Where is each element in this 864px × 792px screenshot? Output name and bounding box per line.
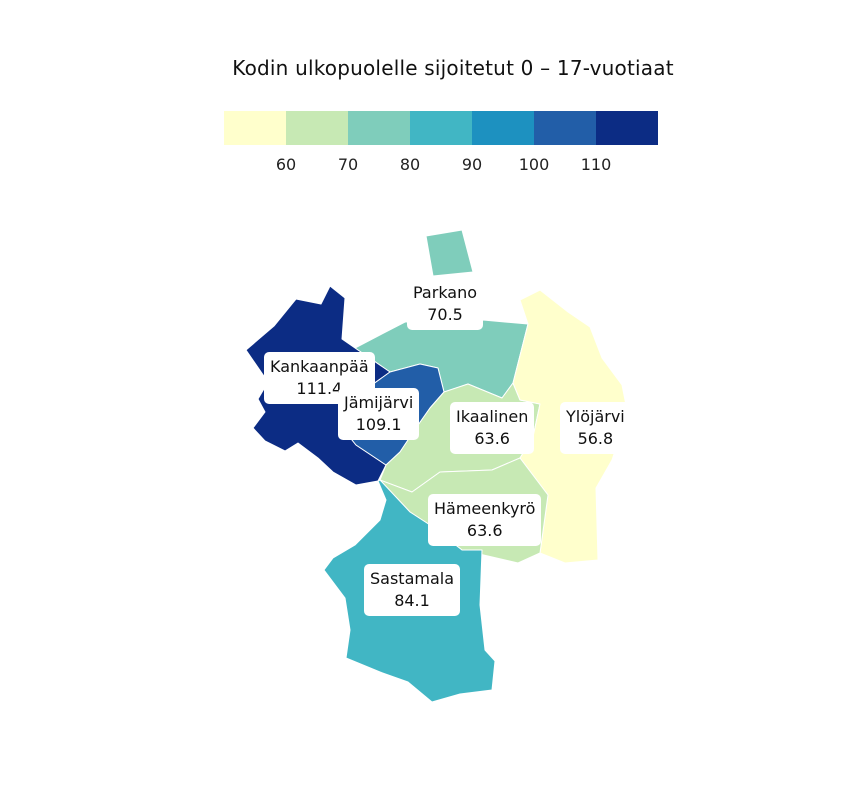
region-value-parkano: 70.5 <box>427 305 463 324</box>
region-name-jamijarvi: Jämijärvi <box>344 393 414 412</box>
region-name-hameenkyro: Hämeenkyrö <box>434 499 536 518</box>
region-name-sastamala: Sastamala <box>370 569 455 588</box>
map-title: Kodin ulkopuolelle sijoitetut 0 – 17-vuo… <box>232 56 674 80</box>
legend-swatch-6 <box>596 111 658 145</box>
region-label-jamijarvi: Jämijärvi 109.1 <box>338 388 420 440</box>
region-value-ylojarvi: 56.8 <box>577 429 614 448</box>
legend-tick-110: 110 <box>580 155 612 174</box>
region-value-sastamala: 84.1 <box>394 591 430 610</box>
region-label-parkano: Parkano 70.5 <box>407 278 484 330</box>
region-name-ylojarvi: Ylöjärvi <box>566 407 625 426</box>
legend-tick-100: 100 <box>518 155 550 174</box>
legend-swatch-1 <box>286 111 348 145</box>
legend-swatch-0 <box>224 111 286 145</box>
color-legend: 60 70 80 90 100 110 <box>224 111 658 174</box>
legend-tick-90: 90 <box>461 155 483 174</box>
region-value-jamijarvi: 109.1 <box>355 415 402 434</box>
legend-swatch-2 <box>348 111 410 145</box>
region-name-parkano: Parkano <box>413 283 478 302</box>
legend-swatch-3 <box>410 111 472 145</box>
legend-tick-70: 70 <box>337 155 359 174</box>
legend-tick-80: 80 <box>399 155 421 174</box>
region-value-ikaalinen: 63.6 <box>474 429 510 448</box>
region-value-kankaanpaa: 111.4 <box>296 379 343 398</box>
legend-swatch-4 <box>472 111 534 145</box>
legend-tick-60: 60 <box>275 155 297 174</box>
region-label-ikaalinen: Ikaalinen 63.6 <box>450 402 535 454</box>
legend-swatch-5 <box>534 111 596 145</box>
region-value-hameenkyro: 63.6 <box>466 521 503 540</box>
region-label-ylojarvi: Ylöjärvi 56.8 <box>560 402 631 454</box>
region-name-ikaalinen: Ikaalinen <box>456 407 529 426</box>
region-name-kankaanpaa: Kankaanpää <box>270 357 369 376</box>
region-label-hameenkyro: Hämeenkyrö 63.6 <box>428 494 542 546</box>
region-label-sastamala: Sastamala 84.1 <box>364 564 461 616</box>
